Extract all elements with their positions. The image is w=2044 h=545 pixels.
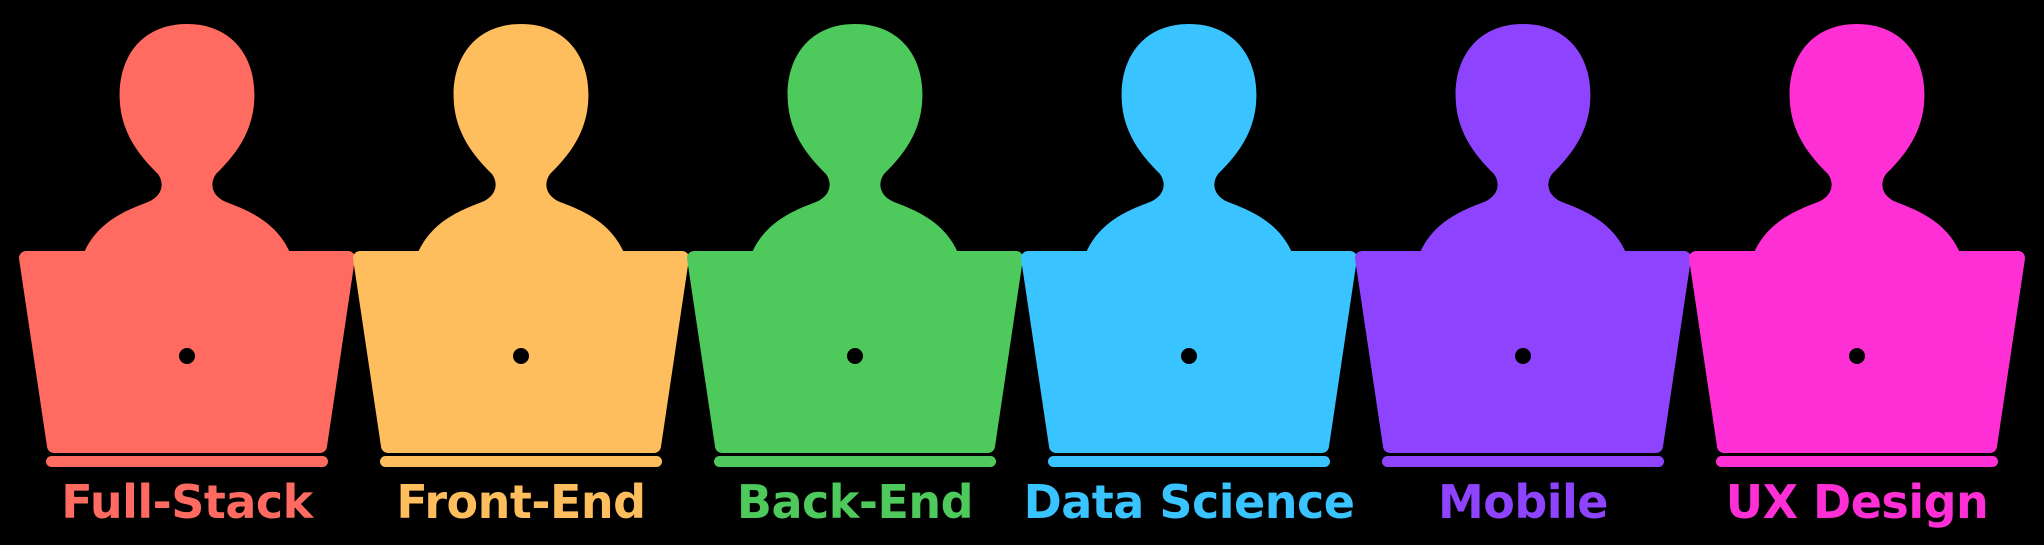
developer-at-laptop-icon (19, 24, 355, 467)
role-label: Data Science (1023, 475, 1355, 529)
role-full-stack: Full-Stack (19, 0, 355, 545)
role-mobile: Mobile (1355, 0, 1691, 545)
developer-at-laptop-icon (1689, 24, 2025, 467)
role-back-end: Back-End (687, 0, 1023, 545)
developer-at-laptop-icon (353, 24, 689, 467)
role-label: Full-Stack (61, 475, 313, 529)
role-label: UX Design (1725, 475, 1989, 529)
developer-at-laptop-icon (1355, 24, 1691, 467)
role-label: Mobile (1437, 475, 1609, 529)
developer-at-laptop-icon (687, 24, 1023, 467)
role-ux-design: UX Design (1689, 0, 2025, 545)
role-label: Front-End (396, 475, 646, 529)
role-data-science: Data Science (1021, 0, 1357, 545)
role-label: Back-End (736, 475, 974, 529)
developer-at-laptop-icon (1021, 24, 1357, 467)
role-front-end: Front-End (353, 0, 689, 545)
